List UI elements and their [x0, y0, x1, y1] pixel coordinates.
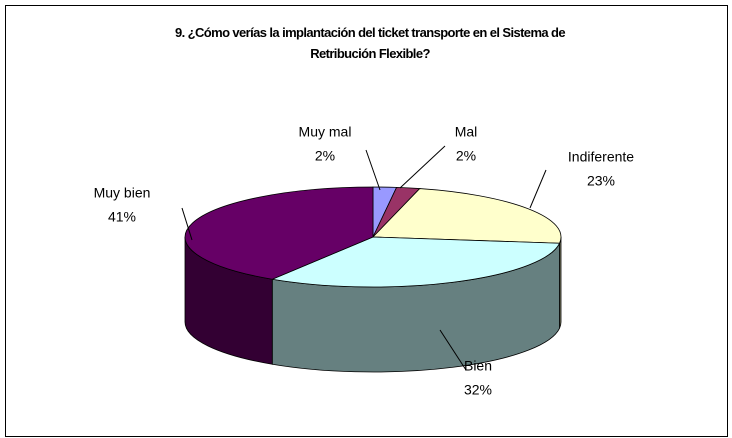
category-label: Bien: [464, 358, 492, 374]
category-label: Muy mal: [299, 124, 352, 140]
category-label: Muy bien: [94, 185, 151, 201]
value-label: 2%: [456, 148, 476, 164]
value-label: 2%: [315, 148, 335, 164]
value-label: 32%: [464, 382, 492, 398]
category-label: Indiferente: [568, 149, 634, 165]
pie-slice: [184, 186, 374, 280]
leader-line: [365, 149, 381, 191]
leader-line: [399, 145, 446, 189]
leader-line: [529, 169, 547, 209]
pie-slice: [372, 188, 562, 244]
value-label: 23%: [587, 173, 615, 189]
leader-line: [439, 329, 467, 371]
category-label: Mal: [455, 124, 478, 140]
leader-line: [181, 207, 193, 241]
chart-title: 9. ¿Cómo verías la implantación del tick…: [174, 25, 566, 61]
value-label: 41%: [108, 209, 136, 225]
